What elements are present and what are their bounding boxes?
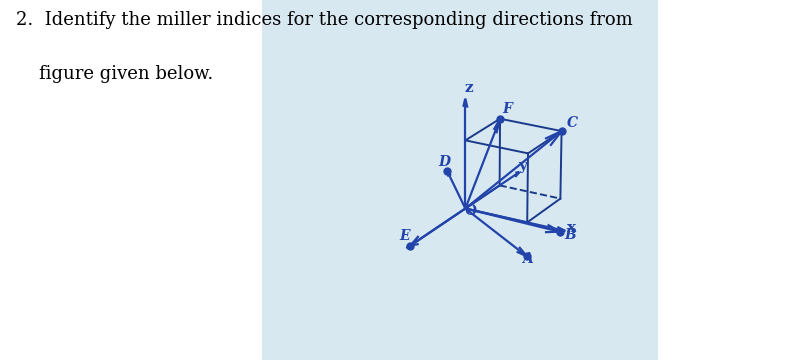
Text: figure given below.: figure given below. <box>16 65 214 83</box>
Text: 2.  Identify the miller indices for the corresponding directions from: 2. Identify the miller indices for the c… <box>16 11 633 29</box>
